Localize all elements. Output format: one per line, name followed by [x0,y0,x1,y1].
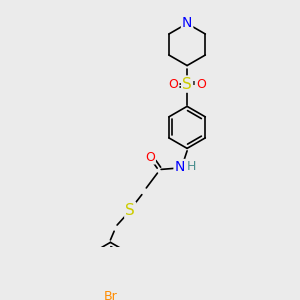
Text: S: S [182,76,192,92]
Text: O: O [169,78,178,91]
Text: N: N [175,160,185,174]
Text: S: S [125,203,135,218]
Text: O: O [145,151,155,164]
Text: Br: Br [103,290,117,300]
Text: H: H [187,160,196,173]
Text: O: O [196,78,206,91]
Text: N: N [182,16,192,31]
